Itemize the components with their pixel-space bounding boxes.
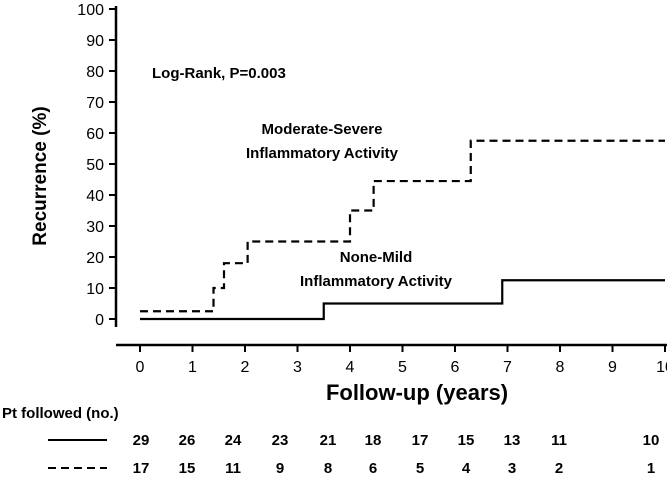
- risk-row-1-value: 24: [225, 432, 242, 449]
- axes: [114, 6, 667, 347]
- y-tick-label-100: 100: [77, 2, 104, 19]
- series-label-moderate-severe-line2: Inflammatory Activity: [246, 145, 399, 162]
- x-tick-label-5: 5: [398, 359, 407, 376]
- x-tick-label-4: 4: [346, 359, 355, 376]
- x-tick-label-2: 2: [241, 359, 250, 376]
- y-tick-label-90: 90: [86, 33, 104, 50]
- x-tick-label-8: 8: [556, 359, 565, 376]
- risk-row-2-value: 4: [462, 460, 471, 477]
- risk-row-2-value: 8: [324, 460, 332, 477]
- risk-row-2-value: 17: [133, 460, 150, 477]
- log-rank-annotation: Log-Rank, P=0.003: [152, 65, 286, 82]
- risk-row-1-value: 11: [551, 432, 567, 449]
- x-tick-label-1: 1: [188, 359, 197, 376]
- y-tick-label-40: 40: [86, 188, 104, 205]
- series-line-none-mild: [140, 279, 665, 321]
- risk-row-2-value: 3: [508, 460, 516, 477]
- x-tick-label-0: 0: [136, 359, 145, 376]
- series-label-none-mild-line2: Inflammatory Activity: [300, 273, 453, 290]
- y-tick-label-20: 20: [86, 250, 104, 267]
- y-tick-label-50: 50: [86, 157, 104, 174]
- x-tick-label-3: 3: [293, 359, 302, 376]
- y-tick-label-70: 70: [86, 95, 104, 112]
- y-tick-label-80: 80: [86, 64, 104, 81]
- survival-curves: [140, 139, 665, 321]
- y-tick-label-30: 30: [86, 219, 104, 236]
- risk-row-1-value: 21: [320, 432, 337, 449]
- y-tick-label-0: 0: [95, 312, 104, 329]
- risk-row-1-value: 18: [365, 432, 382, 449]
- risk-row-2-value: 2: [555, 460, 563, 477]
- x-tick-label-9: 9: [608, 359, 617, 376]
- series-line-moderate-severe: [140, 139, 665, 313]
- x-tick-label-7: 7: [503, 359, 512, 376]
- risk-row-1-value: 15: [458, 432, 475, 449]
- risk-row-2-value: 11: [225, 460, 241, 477]
- x-axis-label: Follow-up (years): [326, 380, 508, 405]
- x-tick-label-10: 10: [656, 359, 667, 376]
- risk-row-2-value: 6: [369, 460, 377, 477]
- risk-table-title: Pt followed (no.): [2, 405, 119, 422]
- risk-row-2-value: 1: [647, 460, 655, 477]
- risk-row-1-value: 23: [272, 432, 289, 449]
- series-label-none-mild-line1: None-Mild: [340, 249, 413, 266]
- y-axis-label: Recurrence (%): [30, 106, 51, 245]
- risk-row-1-value: 26: [179, 432, 196, 449]
- x-tick-label-6: 6: [451, 359, 460, 376]
- y-tick-label-60: 60: [86, 126, 104, 143]
- series-label-moderate-severe-line1: Moderate-Severe: [262, 121, 383, 138]
- y-axis-ticks: 0 10 20 30 40 50 60 70 80 90 100: [77, 2, 116, 329]
- risk-row-1-value: 17: [412, 432, 429, 449]
- risk-row-2-value: 15: [179, 460, 196, 477]
- risk-row-2-value: 5: [416, 460, 424, 477]
- risk-row-2-value: 9: [276, 460, 284, 477]
- x-axis-ticks: 0 1 2 3 4 5 6 7 8 9 10: [136, 345, 667, 376]
- y-tick-label-10: 10: [86, 281, 104, 298]
- risk-row-1-value: 10: [643, 432, 660, 449]
- risk-row-1-value: 13: [504, 432, 521, 449]
- risk-row-1-value: 29: [133, 432, 150, 449]
